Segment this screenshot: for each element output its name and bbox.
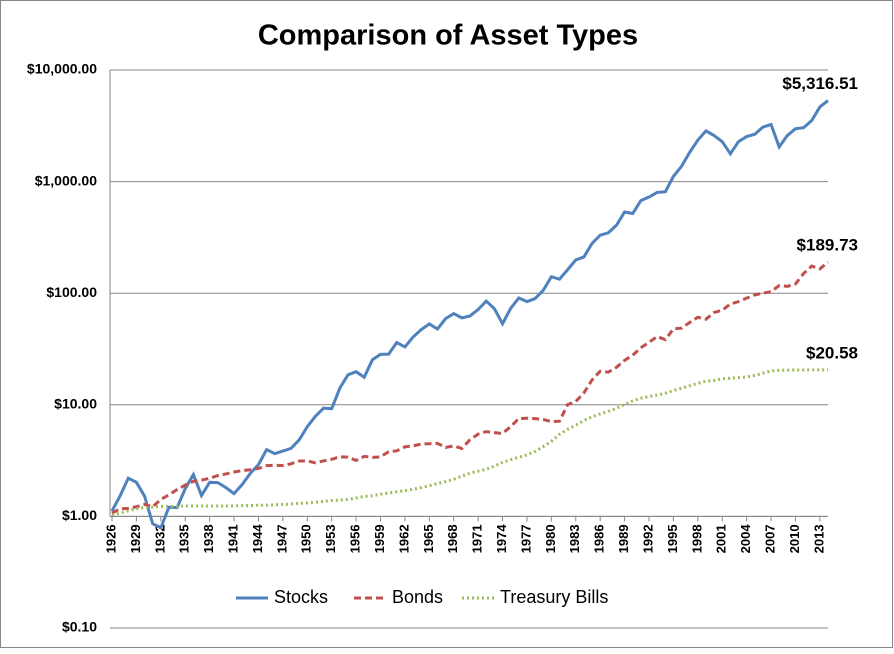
x-tick-label: 1962 <box>396 524 411 553</box>
x-tick-label: 1947 <box>274 524 289 553</box>
data-label: $5,316.51 <box>782 74 858 93</box>
x-tick-label: 1971 <box>470 524 485 553</box>
series-line <box>111 368 829 517</box>
series-line <box>110 99 829 530</box>
x-tick-label: 1941 <box>225 524 240 553</box>
x-tick-label: 1995 <box>665 524 680 553</box>
x-tick-label: 1935 <box>177 524 192 553</box>
x-tick-label: 1956 <box>348 524 363 553</box>
x-tick-label: 1965 <box>421 524 436 553</box>
x-tick-label: 1926 <box>103 524 118 553</box>
x-tick-label: 1950 <box>299 524 314 553</box>
x-tick-label: 2013 <box>811 524 826 553</box>
data-label: $189.73 <box>797 236 858 255</box>
x-tick-label: 1980 <box>543 524 558 553</box>
x-tick-label: 1953 <box>323 524 338 553</box>
x-tick-label: 1929 <box>128 524 143 553</box>
x-tick-label: 2004 <box>738 524 753 554</box>
x-tick-label: 1998 <box>689 524 704 553</box>
y-tick-label: $10.00 <box>54 396 97 412</box>
x-tick-label: 1986 <box>592 524 607 553</box>
x-tick-label: 2001 <box>714 524 729 553</box>
x-tick-label: 1968 <box>445 524 460 553</box>
y-tick-label: $1,000.00 <box>35 172 97 188</box>
y-tick-label: $1.00 <box>62 507 97 523</box>
x-tick-label: 1989 <box>616 524 631 553</box>
x-tick-label: 1959 <box>372 524 387 553</box>
legend-label: Bonds <box>392 587 443 607</box>
legend-label: Stocks <box>274 587 328 607</box>
series-line <box>111 261 829 515</box>
x-tick-label: 1992 <box>640 524 655 553</box>
chart-title: Comparison of Asset Types <box>258 20 638 52</box>
y-tick-label: $100.00 <box>46 284 97 300</box>
x-tick-label: 1983 <box>567 524 582 553</box>
x-tick-label: 1974 <box>494 524 509 554</box>
x-tick-label: 2007 <box>762 524 777 553</box>
x-tick-label: 1944 <box>250 524 265 554</box>
y-tick-label: $10,000.00 <box>27 61 97 77</box>
x-tick-label: 2010 <box>787 524 802 553</box>
legend-label: Treasury Bills <box>500 587 608 607</box>
x-tick-label: 1938 <box>201 524 216 553</box>
x-tick-label: 1977 <box>518 524 533 553</box>
y-tick-label: $0.10 <box>62 619 97 635</box>
data-label: $20.58 <box>806 343 858 362</box>
x-tick-label: 1932 <box>152 524 167 553</box>
